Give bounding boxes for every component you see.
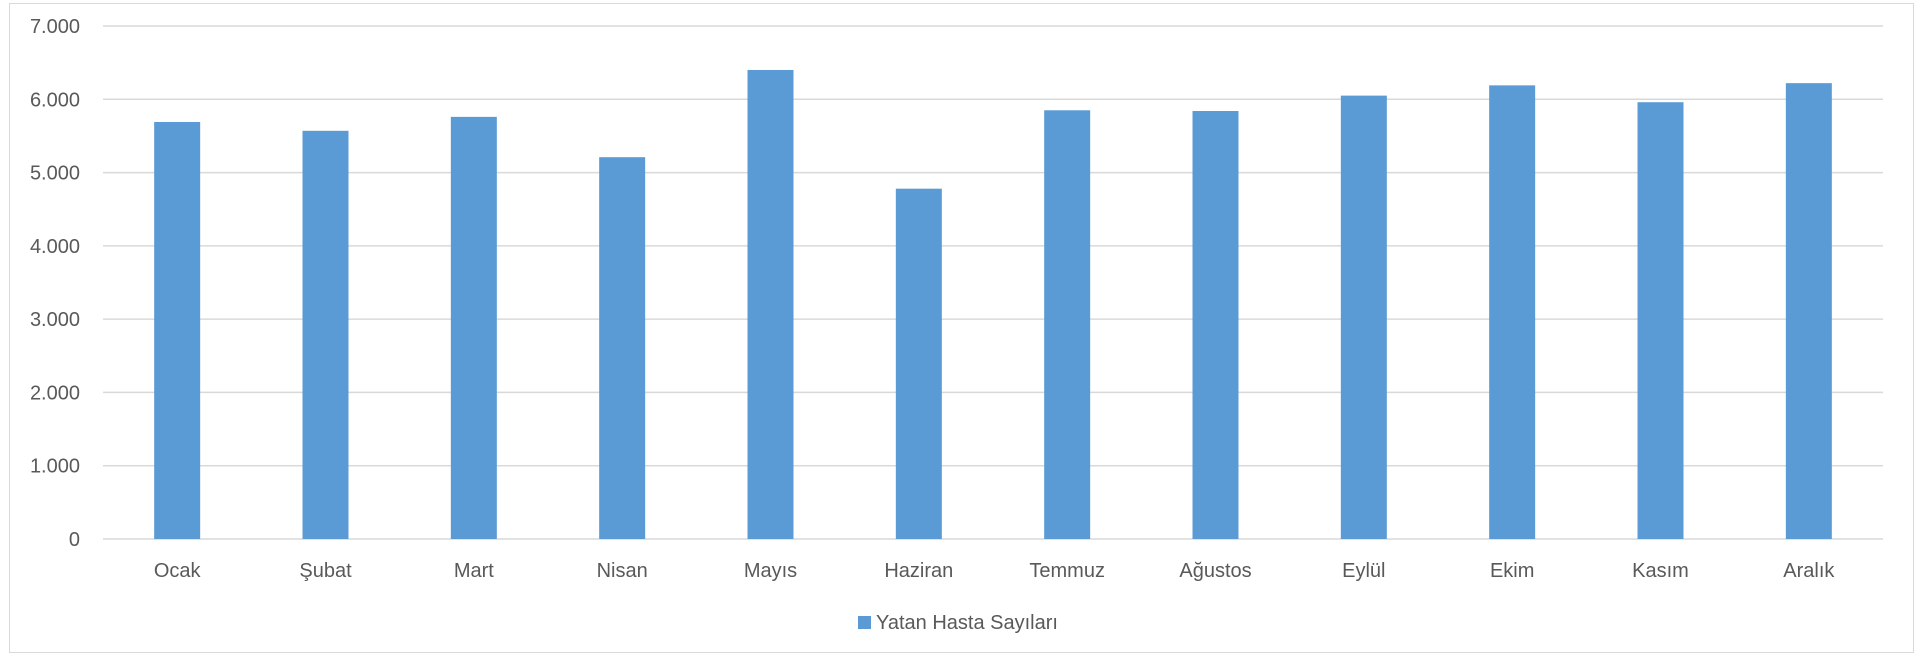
legend-swatch (858, 616, 871, 629)
bar (895, 188, 942, 540)
bar (302, 130, 349, 539)
y-tick-label: 1.000 (30, 456, 80, 478)
bars (154, 69, 1832, 540)
x-tick-label: Eylül (1342, 560, 1385, 582)
x-tick-label: Şubat (299, 560, 352, 582)
bar (450, 116, 497, 540)
bar (1044, 110, 1091, 540)
bar (599, 157, 646, 539)
bar (747, 69, 794, 539)
y-tick-label: 7.000 (30, 16, 80, 38)
bar (1637, 102, 1684, 540)
x-tick-label: Mayıs (744, 560, 797, 582)
legend-label: Yatan Hasta Sayıları (876, 612, 1058, 634)
x-tick-label: Haziran (884, 560, 953, 582)
y-tick-label: 3.000 (30, 309, 80, 331)
legend: Yatan Hasta Sayıları (858, 612, 1058, 634)
x-tick-label: Aralık (1783, 560, 1835, 582)
x-tick-label: Kasım (1632, 560, 1689, 582)
y-tick-label: 2.000 (30, 382, 80, 404)
x-tick-label: Temmuz (1029, 560, 1105, 582)
bar (1489, 85, 1536, 540)
bar (154, 122, 201, 540)
x-tick-label: Ağustos (1179, 560, 1251, 582)
x-tick-label: Ocak (154, 560, 202, 582)
bar (1192, 111, 1239, 540)
x-tick-label: Ekim (1490, 560, 1534, 582)
x-axis-tick-labels: Ocak Şubat Mart Nisan Mayıs Haziran Temmuz Ağus… (154, 560, 1836, 582)
y-tick-label: 6.000 (30, 89, 80, 111)
gridlines (103, 25, 1883, 540)
x-tick-label: Nisan (597, 560, 648, 582)
x-tick-label: Mart (454, 560, 494, 582)
y-tick-label: 0 (69, 529, 80, 551)
y-axis-tick-labels: 0 1.000 2.000 3.000 4.000 5.000 6.000 7.000 (30, 16, 80, 551)
bar (1785, 83, 1832, 540)
bar (1340, 95, 1387, 539)
y-tick-label: 4.000 (30, 236, 80, 258)
y-tick-label: 5.000 (30, 163, 80, 185)
